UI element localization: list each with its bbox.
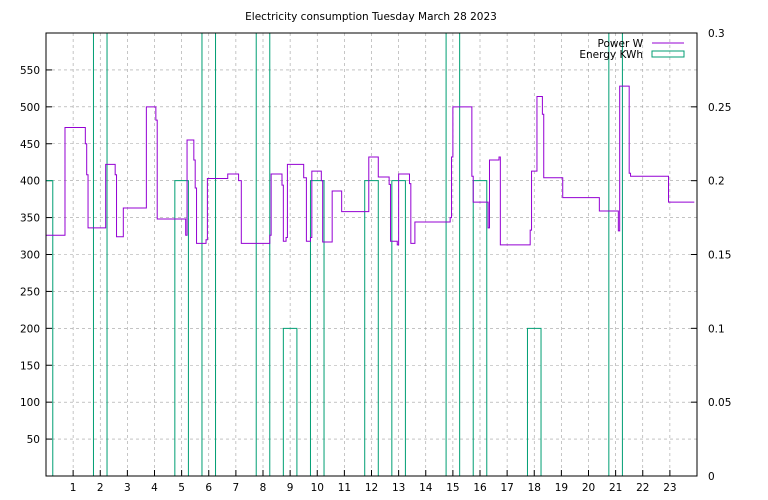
series-line-power-w xyxy=(46,85,695,246)
legend-label-energy: Energy KWh xyxy=(579,49,643,61)
x-tick-label-18: 18 xyxy=(528,482,541,494)
y2-tick-label-0: 0 xyxy=(708,471,715,483)
legend-swatch-energy xyxy=(651,50,685,58)
x-tick-label-7: 7 xyxy=(233,482,240,494)
y-tick-label-350: 350 xyxy=(20,213,40,225)
x-tick-label-1: 1 xyxy=(70,482,77,494)
plot-frame xyxy=(45,32,698,477)
x-tick-label-2: 2 xyxy=(97,482,104,494)
y-tick-label-450: 450 xyxy=(20,139,40,151)
legend-item-energy: Energy KWh xyxy=(579,49,685,61)
y2-tick-label-0.1: 0.1 xyxy=(708,323,725,335)
x-axis-ticks: 1 2 3 4 5 6 7 8 9 10 11 12 13 14 15 16 17 18 19 20 21 22 23 xyxy=(70,470,677,494)
y-tick-label-550: 550 xyxy=(20,65,40,77)
y2-tick-label-0.15: 0.15 xyxy=(708,250,731,262)
legend-label-power: Power W xyxy=(598,38,644,50)
y2-tick-label-0.3: 0.3 xyxy=(708,28,725,40)
series-line-energy-kwh xyxy=(46,32,623,477)
y2-tick-label-0.2: 0.2 xyxy=(708,176,725,188)
y-tick-label-50: 50 xyxy=(27,434,40,446)
x-tick-label-19: 19 xyxy=(555,482,568,494)
x-tick-label-22: 22 xyxy=(636,482,649,494)
x-tick-label-16: 16 xyxy=(473,482,487,494)
y-tick-label-300: 300 xyxy=(20,250,40,262)
y-tick-label-100: 100 xyxy=(20,397,40,409)
x-tick-label-23: 23 xyxy=(663,482,676,494)
x-tick-label-9: 9 xyxy=(287,482,294,494)
y-tick-label-500: 500 xyxy=(20,102,40,114)
y-tick-label-150: 150 xyxy=(20,360,40,372)
x-tick-label-6: 6 xyxy=(205,482,212,494)
y2-axis-ticks: 0 0.05 0.1 0.15 0.2 0.25 0.3 xyxy=(691,28,731,483)
y2-tick-label-0.05: 0.05 xyxy=(708,397,731,409)
grid xyxy=(46,33,697,476)
x-tick-label-8: 8 xyxy=(260,482,267,494)
x-tick-label-4: 4 xyxy=(151,482,158,494)
x-tick-label-3: 3 xyxy=(124,482,131,494)
x-tick-label-20: 20 xyxy=(582,482,595,494)
series-layer xyxy=(46,32,695,477)
chart-title: Electricity consumption Tuesday March 28… xyxy=(245,11,497,23)
x-tick-label-21: 21 xyxy=(609,482,622,494)
x-tick-label-13: 13 xyxy=(392,482,405,494)
x-tick-label-5: 5 xyxy=(178,482,185,494)
x-tick-label-10: 10 xyxy=(311,482,324,494)
y-tick-label-400: 400 xyxy=(20,176,40,188)
x-tick-label-17: 17 xyxy=(500,482,513,494)
x-tick-label-15: 15 xyxy=(446,482,459,494)
y2-tick-label-0.25: 0.25 xyxy=(708,102,731,114)
legend: Power W Energy KWh xyxy=(579,38,685,61)
x-tick-label-11: 11 xyxy=(338,482,351,494)
y-axis-ticks: 50 100 150 200 250 300 350 400 450 500 550 xyxy=(20,65,52,446)
x-tick-label-14: 14 xyxy=(419,482,433,494)
legend-item-power: Power W xyxy=(598,38,684,50)
y-tick-label-250: 250 xyxy=(20,286,40,298)
y-tick-label-200: 200 xyxy=(20,323,40,335)
x-tick-label-12: 12 xyxy=(365,482,378,494)
